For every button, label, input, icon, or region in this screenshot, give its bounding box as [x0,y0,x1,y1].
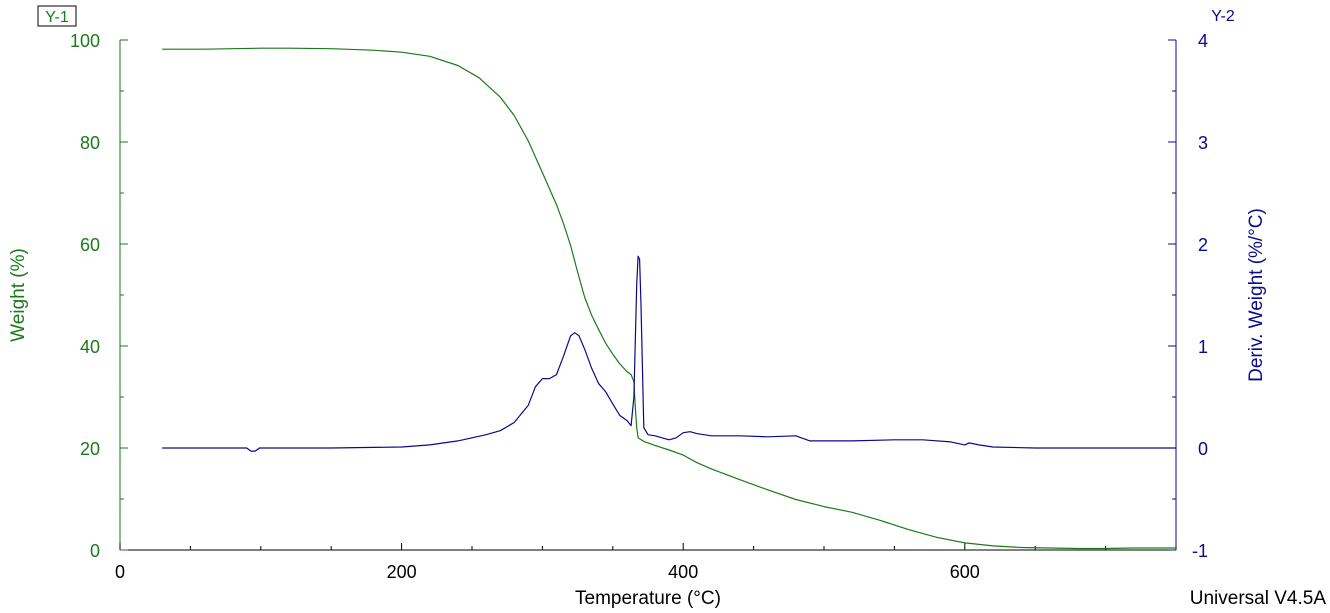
ticks-layer: 0 200 400 600 0 20 40 60 80 100 -1 0 1 2 3 4 [70,31,1208,582]
x-axis-title: Temperature (°C) [575,588,721,609]
deriv-weight-curve [162,255,1176,452]
y-left-tick-label: 0 [90,541,100,561]
y-right-tick-label: 3 [1198,133,1208,153]
y1-tag-box [37,5,77,27]
y1-tag: Y-1 [45,9,69,26]
series-layer [162,47,1176,550]
x-tick-label: 600 [950,562,980,582]
x-tick-label: 200 [387,562,417,582]
y-right-tick-label: 1 [1198,337,1208,357]
software-version-label: Universal V4.5A [1190,588,1327,609]
y-left-tick-label: 100 [70,31,100,51]
y-right-tick-label: -1 [1192,541,1208,561]
y-left-tick-label: 80 [80,133,100,153]
y-left-tick-label: 20 [80,439,100,459]
y-right-tick-label: 2 [1198,235,1208,255]
y-left-axis-title: Weight (%) [8,248,29,342]
x-tick-label: 0 [115,562,125,582]
x-tick-label: 400 [668,562,698,582]
y-left-tick-label: 40 [80,337,100,357]
y2-tag: Y-2 [1211,8,1235,25]
y-left-tick-label: 60 [80,235,100,255]
weight-curve [162,47,1176,550]
y-right-tick-label: 0 [1198,439,1208,459]
y-right-axis-title: Deriv. Weight (%/°C) [1246,208,1267,382]
y-right-tick-label: 4 [1198,31,1208,51]
